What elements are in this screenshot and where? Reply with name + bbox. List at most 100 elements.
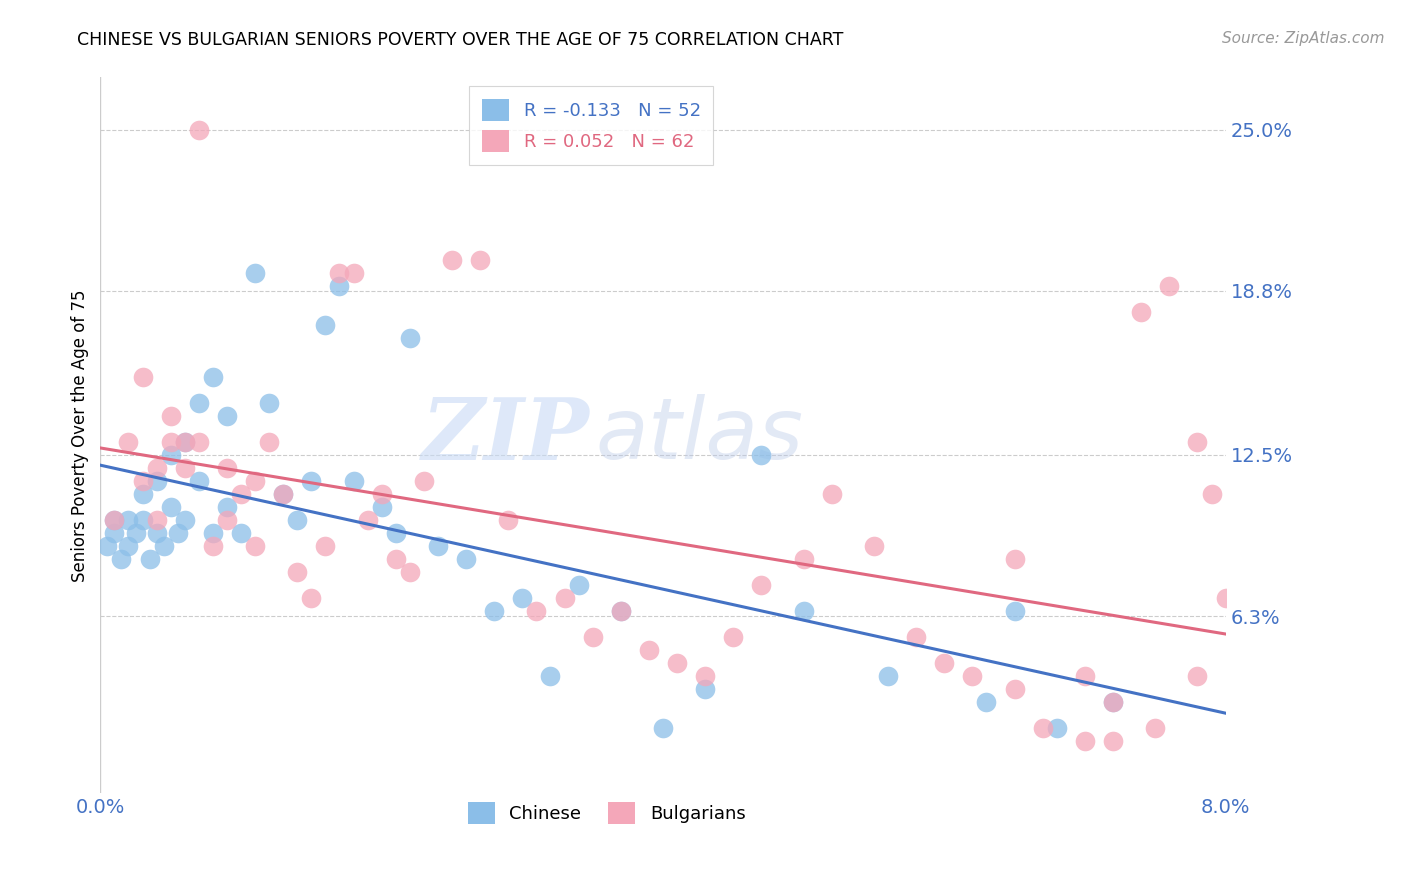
Point: [215, 513, 238, 527]
Text: ZIP: ZIP: [422, 393, 591, 477]
Point: [1201, 487, 1223, 501]
Point: [145, 513, 167, 527]
Point: [482, 604, 505, 618]
Point: [538, 669, 561, 683]
Point: [187, 396, 209, 410]
Point: [173, 434, 195, 449]
Point: [328, 278, 350, 293]
Point: [159, 448, 181, 462]
Point: [962, 669, 984, 683]
Point: [1215, 591, 1237, 606]
Point: [271, 487, 294, 501]
Point: [751, 578, 773, 592]
Point: [131, 513, 153, 527]
Point: [131, 487, 153, 501]
Point: [159, 409, 181, 423]
Legend: Chinese, Bulgarians: Chinese, Bulgarians: [457, 790, 756, 834]
Point: [328, 266, 350, 280]
Point: [582, 630, 605, 644]
Point: [243, 539, 266, 553]
Point: [1159, 278, 1181, 293]
Point: [496, 513, 519, 527]
Point: [96, 539, 118, 553]
Point: [201, 539, 224, 553]
Point: [215, 461, 238, 475]
Point: [152, 539, 174, 553]
Point: [793, 552, 815, 566]
Point: [384, 526, 406, 541]
Point: [568, 578, 591, 592]
Point: [1046, 721, 1069, 735]
Point: [1102, 695, 1125, 709]
Point: [723, 630, 745, 644]
Point: [1187, 669, 1209, 683]
Point: [652, 721, 675, 735]
Point: [695, 682, 717, 697]
Point: [877, 669, 900, 683]
Text: Source: ZipAtlas.com: Source: ZipAtlas.com: [1222, 31, 1385, 46]
Point: [159, 500, 181, 514]
Point: [117, 539, 139, 553]
Point: [370, 487, 392, 501]
Point: [187, 474, 209, 488]
Point: [166, 526, 188, 541]
Point: [454, 552, 477, 566]
Point: [117, 434, 139, 449]
Point: [187, 434, 209, 449]
Point: [124, 526, 146, 541]
Point: [201, 526, 224, 541]
Point: [1074, 669, 1097, 683]
Point: [229, 487, 252, 501]
Point: [285, 565, 308, 579]
Point: [1102, 695, 1125, 709]
Point: [1187, 434, 1209, 449]
Point: [638, 643, 661, 657]
Point: [1074, 734, 1097, 748]
Point: [117, 513, 139, 527]
Point: [1144, 721, 1167, 735]
Point: [257, 434, 280, 449]
Point: [510, 591, 533, 606]
Point: [257, 396, 280, 410]
Point: [173, 513, 195, 527]
Point: [384, 552, 406, 566]
Point: [215, 500, 238, 514]
Point: [243, 474, 266, 488]
Point: [1004, 552, 1026, 566]
Point: [110, 552, 132, 566]
Point: [138, 552, 160, 566]
Point: [201, 369, 224, 384]
Point: [173, 434, 195, 449]
Point: [695, 669, 717, 683]
Point: [1004, 604, 1026, 618]
Point: [314, 539, 336, 553]
Text: CHINESE VS BULGARIAN SENIORS POVERTY OVER THE AGE OF 75 CORRELATION CHART: CHINESE VS BULGARIAN SENIORS POVERTY OVE…: [77, 31, 844, 49]
Point: [863, 539, 886, 553]
Point: [342, 266, 364, 280]
Point: [145, 526, 167, 541]
Point: [440, 252, 463, 267]
Point: [299, 591, 322, 606]
Point: [356, 513, 378, 527]
Point: [934, 656, 956, 670]
Point: [426, 539, 449, 553]
Point: [173, 461, 195, 475]
Point: [398, 331, 420, 345]
Point: [412, 474, 434, 488]
Point: [131, 369, 153, 384]
Point: [103, 526, 125, 541]
Point: [131, 474, 153, 488]
Point: [299, 474, 322, 488]
Point: [666, 656, 689, 670]
Point: [610, 604, 633, 618]
Point: [398, 565, 420, 579]
Point: [1102, 734, 1125, 748]
Point: [905, 630, 928, 644]
Point: [370, 500, 392, 514]
Point: [145, 461, 167, 475]
Point: [751, 448, 773, 462]
Text: atlas: atlas: [596, 394, 803, 477]
Y-axis label: Seniors Poverty Over the Age of 75: Seniors Poverty Over the Age of 75: [72, 289, 89, 582]
Point: [229, 526, 252, 541]
Point: [976, 695, 998, 709]
